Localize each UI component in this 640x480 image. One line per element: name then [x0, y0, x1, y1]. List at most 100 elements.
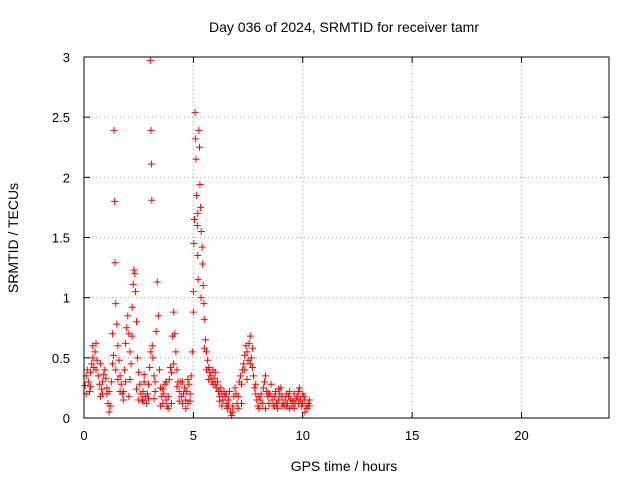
data-point	[275, 385, 283, 393]
data-point	[89, 354, 97, 362]
data-point	[119, 396, 127, 404]
y-tick-label: 0	[63, 411, 70, 426]
data-point	[168, 368, 175, 376]
data-point	[285, 392, 293, 400]
data-point	[194, 276, 202, 284]
data-point	[192, 155, 200, 163]
data-point	[112, 300, 120, 308]
data-point	[157, 402, 165, 410]
data-point	[185, 380, 193, 388]
data-point	[262, 372, 270, 380]
data-point	[178, 378, 186, 386]
data-point	[203, 348, 210, 356]
data-point	[194, 209, 202, 217]
data-point	[190, 215, 198, 223]
data-point	[222, 390, 230, 398]
data-point	[184, 400, 192, 408]
y-tick-label: 1.5	[52, 231, 70, 246]
data-point	[122, 378, 130, 386]
y-tick-label: 3	[63, 50, 70, 65]
data-point	[294, 400, 302, 408]
data-point	[294, 388, 302, 396]
data-point	[243, 348, 251, 356]
data-point	[248, 363, 256, 371]
chart-title: Day 036 of 2024, SRMTID for receiver tam…	[209, 19, 479, 35]
data-point	[166, 363, 174, 371]
y-tick-label: 1	[63, 291, 70, 306]
data-point	[111, 197, 119, 205]
data-point	[186, 390, 194, 398]
data-point	[278, 392, 286, 400]
data-point	[265, 400, 273, 408]
plot-frame	[83, 56, 610, 419]
data-point	[224, 396, 232, 404]
data-point	[189, 308, 197, 316]
data-point	[129, 280, 137, 288]
data-point	[131, 270, 139, 278]
x-tick-label: 5	[190, 428, 197, 443]
data-point	[301, 408, 309, 416]
data-point	[168, 400, 175, 408]
data-point	[159, 385, 167, 393]
data-point	[145, 380, 153, 388]
data-point	[290, 404, 298, 412]
data-point	[152, 327, 160, 335]
data-point	[196, 143, 203, 151]
data-point	[196, 181, 204, 189]
data-point	[204, 356, 212, 364]
x-tick-label: 20	[514, 428, 528, 443]
data-point	[154, 312, 162, 320]
data-point	[305, 402, 313, 410]
data-point	[150, 395, 158, 403]
data-point	[112, 366, 120, 374]
data-point	[213, 378, 221, 386]
x-axis-label: GPS time / hours	[291, 458, 398, 474]
data-point	[101, 366, 109, 374]
data-point	[198, 243, 206, 251]
data-point	[193, 221, 201, 229]
data-point	[255, 404, 263, 412]
data-point	[108, 330, 116, 338]
data-point	[130, 266, 138, 274]
data-point	[197, 294, 205, 302]
data-point	[126, 348, 134, 356]
data-point	[238, 400, 245, 408]
data-point	[139, 388, 147, 396]
data-point	[133, 318, 140, 326]
axis-ticks: 0 5 10 15 20 0 0.5 1 1.5 2 2.5 3	[52, 50, 609, 443]
data-point	[181, 384, 189, 392]
data-point	[191, 108, 199, 116]
data-point	[270, 392, 278, 400]
data-point	[105, 408, 113, 416]
data-point	[197, 203, 205, 211]
data-point	[164, 392, 172, 400]
data-points	[81, 57, 313, 420]
data-point	[199, 260, 207, 268]
data-point	[190, 240, 198, 248]
data-point	[252, 380, 260, 388]
data-point	[107, 378, 115, 386]
data-point	[84, 378, 92, 386]
data-point	[124, 312, 132, 320]
data-point	[236, 372, 244, 380]
data-point	[102, 374, 110, 382]
data-point	[259, 384, 267, 392]
data-point	[182, 396, 190, 404]
data-point	[216, 397, 224, 405]
y-tick-label: 2.5	[52, 110, 70, 125]
data-point	[209, 380, 217, 388]
data-point	[140, 371, 148, 379]
data-point	[200, 300, 208, 308]
data-point	[173, 383, 181, 391]
data-point	[293, 392, 301, 400]
data-point	[153, 278, 161, 286]
data-point	[88, 360, 96, 368]
y-axis-label: SRMTID / TECUs	[5, 183, 21, 293]
data-point	[260, 378, 268, 386]
data-point	[140, 378, 148, 386]
data-point	[171, 330, 179, 338]
data-point	[128, 303, 136, 311]
data-point	[241, 366, 249, 374]
data-point	[250, 372, 258, 380]
data-point	[197, 227, 205, 235]
